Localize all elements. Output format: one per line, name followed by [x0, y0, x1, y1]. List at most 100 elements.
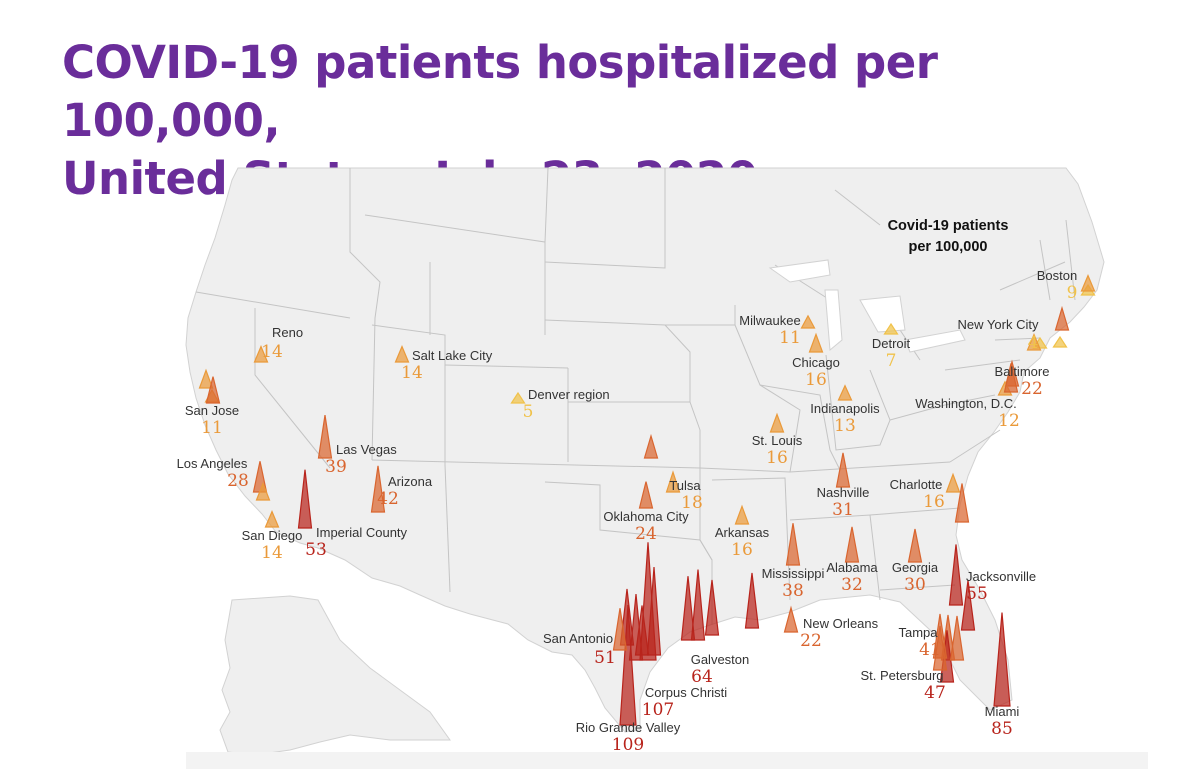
spike-charlotte: [945, 472, 961, 493]
city-label-detroit: Detroit: [872, 336, 911, 351]
spike-chicago: [808, 332, 824, 353]
city-label-san-diego: San Diego: [242, 528, 303, 543]
city-value-corpus-christi: 107: [642, 700, 674, 720]
city-label-indianapolis: Indianapolis: [810, 401, 880, 416]
city-value-tulsa: 18: [681, 493, 703, 513]
city-value-salt-lake-city: 14: [401, 363, 423, 383]
city-value-los-angeles: 28: [227, 471, 249, 491]
city-label-mississippi: Mississippi: [762, 566, 825, 581]
city-value-las-vegas: 39: [325, 457, 347, 477]
spike-denver-region: [510, 391, 526, 404]
spike-unlabeled: [1026, 333, 1042, 351]
city-value-milwaukee: 11: [779, 328, 801, 348]
spike-san-diego: [264, 510, 280, 528]
city-label-las-vegas: Las Vegas: [336, 442, 397, 457]
spike-unlabeled: [744, 572, 760, 629]
city-label-san-jose: San Jose: [185, 403, 239, 418]
city-label-corpus-christi: Corpus Christi: [645, 685, 727, 700]
city-label-arkansas: Arkansas: [715, 525, 770, 540]
city-label-san-antonio: San Antonio: [543, 631, 613, 646]
city-label-alabama: Alabama: [826, 560, 878, 575]
spike-salt-lake-city: [394, 345, 410, 363]
city-value-oklahoma-city: 24: [635, 524, 657, 544]
spike-jacksonville: [948, 544, 964, 606]
spike-rio-grande-valley: [619, 605, 637, 726]
spike-unlabeled: [205, 376, 221, 404]
city-value-alabama: 32: [841, 575, 863, 595]
spike-reno: [253, 345, 269, 363]
spike-unlabeled: [1054, 305, 1070, 331]
city-value-reno: 14: [261, 342, 283, 362]
city-value-tampa: 41: [919, 640, 941, 660]
city-value-arizona: 42: [377, 489, 399, 509]
spike-miami: [993, 612, 1011, 707]
city-label-tampa: Tampa: [898, 625, 938, 640]
spike-unlabeled: [932, 625, 948, 671]
city-label-charlotte: Charlotte: [890, 477, 943, 492]
city-value-st-petersburg: 47: [924, 683, 946, 703]
spike-new-orleans: [783, 605, 799, 633]
spikes-layer: [198, 274, 1096, 726]
spike-imperial-county: [297, 469, 313, 529]
spike-unlabeled: [646, 566, 662, 656]
spike-las-vegas: [317, 415, 333, 459]
spike-unlabeled: [680, 576, 696, 641]
city-label-st-petersburg: St. Petersburg: [860, 668, 943, 683]
city-label-arizona: Arizona: [388, 474, 433, 489]
city-value-washington-d-c: 12: [998, 411, 1020, 431]
great-lakes: [768, 259, 966, 353]
alaska-landmass: [219, 595, 451, 756]
city-value-mississippi: 38: [782, 581, 804, 601]
spike-unlabeled: [1003, 363, 1019, 393]
legend-line-1: Covid-19 patients: [887, 218, 1009, 234]
city-value-boston: 9: [1067, 283, 1078, 303]
city-label-washington-d-c: Washington, D.C.: [915, 396, 1016, 411]
spike-galveston: [690, 569, 706, 641]
spike-st-louis: [769, 412, 785, 433]
city-value-nashville: 31: [832, 500, 854, 520]
city-label-rio-grande-valley: Rio Grande Valley: [576, 720, 681, 735]
city-value-san-diego: 14: [261, 543, 283, 563]
spike-unlabeled: [255, 481, 271, 501]
city-label-chicago: Chicago: [792, 355, 840, 370]
city-value-imperial-county: 53: [305, 540, 327, 560]
city-value-arkansas: 16: [731, 540, 753, 560]
spike-unlabeled: [1080, 274, 1096, 292]
spike-tulsa: [665, 470, 681, 493]
city-value-detroit: 7: [886, 351, 897, 371]
city-value-rio-grande-valley: 109: [612, 735, 644, 755]
city-label-tulsa: Tulsa: [669, 478, 701, 493]
city-label-los-angeles: Los Angeles: [177, 456, 248, 471]
spike-unlabeled: [1052, 335, 1068, 348]
spike-indianapolis: [837, 384, 853, 401]
spike-georgia: [907, 528, 923, 563]
spike-arizona: [370, 465, 386, 513]
spike-unlabeled: [949, 615, 965, 661]
city-value-miami: 85: [991, 719, 1013, 739]
city-value-new-york-city: 4: [1028, 333, 1039, 353]
spike-milwaukee: [800, 314, 816, 329]
spike-oklahoma-city: [638, 481, 654, 509]
spike-alabama: [844, 526, 860, 563]
spike-detroit: [883, 322, 899, 335]
city-label-salt-lake-city: Salt Lake City: [412, 348, 493, 363]
city-value-new-orleans: 22: [800, 631, 822, 651]
map-bottom-strip: [186, 752, 1148, 769]
city-value-galveston: 64: [691, 667, 713, 687]
city-label-boston: Boston: [1037, 268, 1077, 283]
spike-unlabeled: [954, 483, 970, 523]
legend-line-2: per 100,000: [908, 239, 988, 255]
city-value-san-jose: 11: [201, 418, 223, 438]
spike-unlabeled: [643, 433, 659, 459]
city-label-milwaukee: Milwaukee: [739, 313, 800, 328]
city-label-nashville: Nashville: [817, 485, 870, 500]
city-label-miami: Miami: [985, 704, 1020, 719]
city-value-san-antonio: 51: [594, 648, 616, 668]
spike-arkansas: [734, 504, 750, 525]
city-label-baltimore: Baltimore: [995, 364, 1050, 379]
city-label-oklahoma-city: Oklahoma City: [603, 509, 689, 524]
spike-unlabeled: [960, 580, 976, 631]
city-value-indianapolis: 13: [834, 416, 856, 436]
